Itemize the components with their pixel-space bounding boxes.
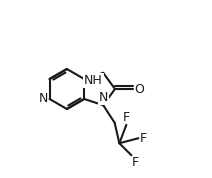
Text: N: N [39,93,49,106]
Text: O: O [135,82,145,96]
Text: F: F [140,132,147,145]
Text: F: F [123,111,130,124]
Text: NH: NH [84,74,103,87]
Text: F: F [132,156,139,169]
Text: N: N [99,91,108,104]
